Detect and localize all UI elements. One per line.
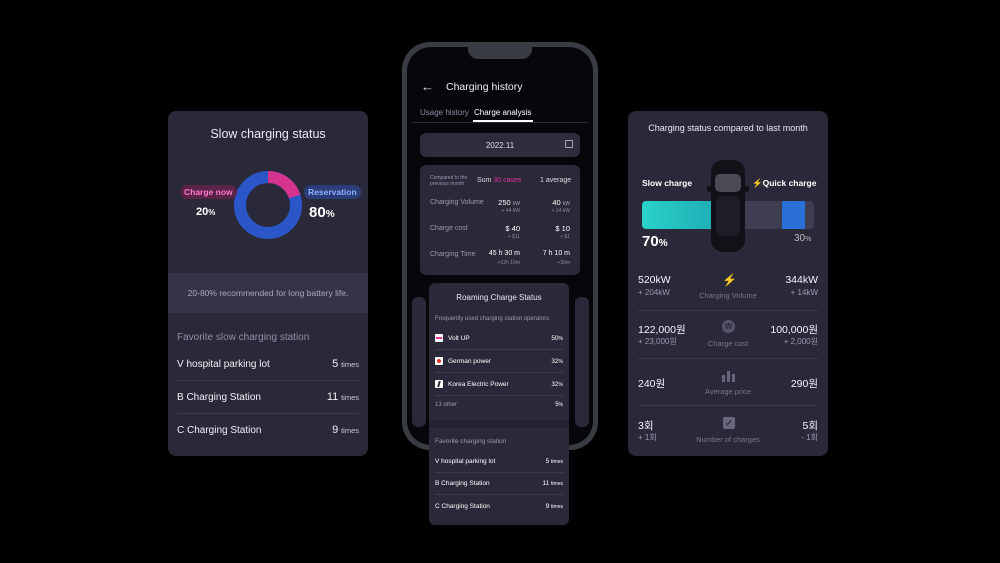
metric-sum: $ 40 (505, 224, 520, 233)
tab-charge-analysis[interactable]: Charge analysis (474, 108, 532, 117)
average-label: 1 average (540, 177, 572, 184)
panel-title: Charging status compared to last month (648, 123, 808, 133)
date-value: 2022.11 (485, 141, 515, 150)
kepco-logo-icon (435, 380, 443, 388)
quick-charge-fill (782, 201, 805, 229)
roaming-title: Roaming Charge Status (456, 293, 542, 302)
operator-row[interactable]: German power 32% (435, 357, 563, 365)
favorite-station-title: Favorite slow charging station (177, 332, 310, 343)
reservation-label: Reservation (304, 185, 361, 199)
station-name: C Charging Station (177, 425, 262, 436)
german-power-logo-icon (435, 357, 443, 365)
charge-now-label: Charge now (180, 185, 237, 199)
metric-average: 7 h 10 m (542, 250, 570, 257)
operator-percent: 32% (551, 380, 563, 388)
metric-label: Charging Volume (430, 199, 484, 206)
charge-donut-chart (234, 171, 302, 239)
stat-row: 3회 + 1회 5회 - 1회 ✓ Number of charges (638, 417, 818, 444)
tab-usage-history[interactable]: Usage history (420, 108, 469, 117)
slow-charging-status-panel: Slow charging status Charge now 20% Rese… (168, 111, 368, 456)
compare-label: Compared to the previous month (430, 175, 468, 187)
operators-subtitle: Frequently used charging station operato… (435, 316, 550, 322)
sum-cases: Sum 30 cases (477, 177, 522, 184)
checkbox-icon: ✓ (723, 417, 735, 429)
station-row[interactable]: C Charging Station 9 times (177, 424, 359, 436)
station-count: 11 (326, 391, 339, 403)
station-row[interactable]: C Charging Station 9 times (435, 503, 563, 510)
other-percent: 5% (555, 402, 563, 408)
panel-title: Slow charging status (210, 127, 326, 141)
reservation-value: 80% (309, 204, 335, 221)
station-row[interactable]: B Charging Station 11 times (177, 391, 359, 403)
header-title: Charging history (446, 81, 523, 93)
quick-charge-label: ⚡Quick charge (752, 178, 817, 188)
operator-percent: 32% (551, 357, 563, 365)
station-count: 9 (332, 424, 339, 436)
charge-now-arc (234, 171, 302, 239)
bar-chart-icon (722, 371, 735, 382)
active-tab-indicator (473, 120, 533, 122)
metric-average: $ 10 (555, 224, 570, 233)
metric-label: Charging Time (430, 251, 476, 258)
charge-now-value: 20% (196, 206, 216, 218)
operator-row[interactable]: Korea Electric Power 32% (435, 380, 563, 388)
date-selector[interactable]: 2022.11 (420, 133, 580, 157)
car-icon (707, 160, 749, 252)
stat-row: 122,000원 + 23,000원 100,000원 + 2,000원 W C… (638, 320, 818, 348)
stat-row: 240원 290원 Average price (638, 371, 818, 404)
station-count: 5 (332, 358, 339, 370)
battery-life-note: 20-80% recommended for long battery life… (168, 273, 368, 313)
operator-percent: 50% (551, 334, 563, 342)
phone-notch (468, 47, 532, 59)
station-row[interactable]: V hospital parking lot 5 times (177, 358, 359, 370)
quick-charge-percent: 30% (794, 233, 812, 244)
slow-charge-label: Slow charge (642, 178, 693, 188)
lightning-icon: ⚡ (752, 178, 763, 188)
stat-row: 520kW + 204kW 344kW + 14kW ⚡ Charging Vo… (638, 273, 818, 300)
lightning-icon: ⚡ (722, 273, 737, 287)
metric-label: Charge cost (430, 225, 468, 232)
voltup-logo-icon (435, 334, 443, 342)
metric-sum: 45 h 30 m (488, 250, 520, 257)
station-name: V hospital parking lot (177, 359, 270, 370)
operator-row[interactable]: Volt UP 50% (435, 334, 563, 342)
calendar-icon (565, 140, 573, 148)
charging-comparison-panel: Charging status compared to last month S… (628, 111, 828, 456)
roaming-status-card: Roaming Charge Status Frequently used ch… (429, 283, 569, 525)
other-operators-row[interactable]: 13 other 5% (435, 402, 563, 408)
station-row[interactable]: B Charging Station 11 times (435, 480, 563, 487)
station-name: B Charging Station (177, 392, 261, 403)
won-coin-icon: W (722, 320, 735, 333)
back-arrow-icon[interactable]: ← (421, 79, 434, 94)
metric-sum: 250 kW (498, 198, 520, 207)
favorite-station-title: Favorite charging station (435, 438, 507, 445)
analysis-summary-card: Compared to the previous month Sum 30 ca… (420, 165, 580, 275)
station-row[interactable]: V hospital parking lot 5 times (435, 458, 563, 465)
metric-average: 40 kW (552, 198, 570, 207)
slow-charge-percent: 70% (642, 233, 668, 250)
